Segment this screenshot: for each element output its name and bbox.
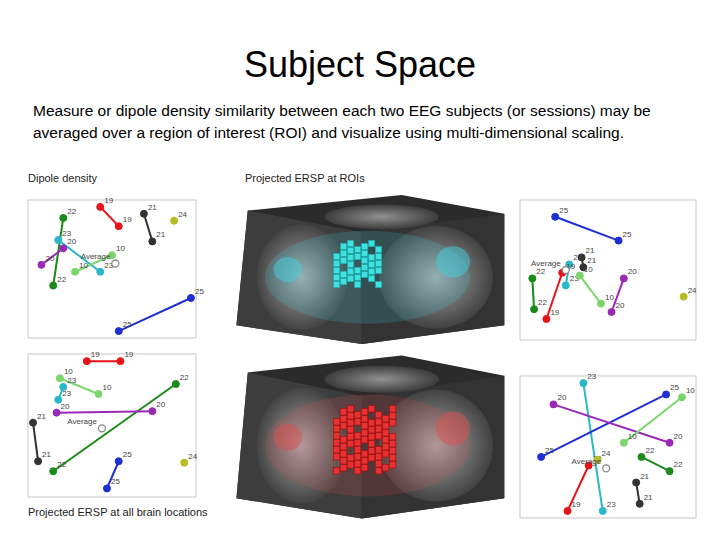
svg-text:20: 20	[674, 432, 683, 441]
svg-text:19: 19	[124, 350, 133, 359]
svg-text:23: 23	[569, 274, 579, 284]
svg-text:22: 22	[674, 460, 683, 469]
svg-text:10: 10	[628, 432, 637, 441]
svg-text:22: 22	[180, 373, 189, 382]
svg-text:20: 20	[61, 402, 70, 411]
svg-text:23: 23	[67, 376, 76, 385]
svg-text:10: 10	[79, 261, 88, 270]
html-text:Subject Space: Subject Space	[243, 44, 477, 85]
svg-text:10: 10	[103, 383, 112, 392]
svg-text:25: 25	[123, 450, 132, 459]
svg-text:24: 24	[178, 210, 187, 219]
svg-text:19: 19	[550, 308, 559, 317]
svg-text:20: 20	[628, 267, 637, 276]
svg-text:10: 10	[63, 367, 73, 377]
svg-text:10: 10	[686, 386, 695, 395]
svg-text:25: 25	[623, 230, 632, 239]
svg-text:19: 19	[91, 350, 100, 359]
svg-text:25: 25	[545, 446, 554, 455]
svg-text:23: 23	[607, 500, 616, 509]
svg-text:22: 22	[67, 207, 76, 216]
svg-text:25: 25	[670, 383, 679, 392]
svg-text:22: 22	[538, 298, 547, 307]
svg-text:21: 21	[644, 493, 653, 502]
svg-text:23: 23	[587, 372, 596, 381]
svg-text:10: 10	[584, 265, 593, 274]
html-text:Projected ERSP at all brain lo: Projected ERSP at all brain locations	[28, 506, 208, 518]
svg-text:21: 21	[37, 412, 46, 421]
svg-text:21: 21	[148, 203, 157, 212]
svg-text:25: 25	[123, 320, 132, 329]
svg-text:21: 21	[587, 256, 597, 266]
svg-text:20: 20	[616, 301, 625, 310]
svg-text:25: 25	[195, 287, 204, 296]
svg-text:23: 23	[62, 229, 72, 238]
svg-text:Average: Average	[572, 457, 602, 466]
svg-text:22: 22	[536, 267, 545, 276]
svg-text:20: 20	[67, 237, 76, 246]
svg-text:25: 25	[111, 477, 120, 486]
html-text:Projected ERSP at ROIs: Projected ERSP at ROIs	[245, 172, 365, 184]
svg-text:22: 22	[57, 460, 66, 469]
svg-text:20: 20	[156, 400, 165, 409]
svg-text:20: 20	[557, 393, 566, 402]
svg-text:19: 19	[123, 215, 132, 224]
svg-text:24: 24	[601, 449, 610, 458]
svg-text:Average: Average	[67, 417, 97, 426]
svg-text:19: 19	[572, 500, 581, 509]
svg-text:19: 19	[566, 261, 576, 271]
svg-text:25: 25	[559, 206, 568, 215]
svg-text:23: 23	[62, 389, 71, 398]
svg-text:21: 21	[42, 450, 51, 459]
svg-text:20: 20	[45, 254, 54, 263]
svg-text:24: 24	[688, 286, 697, 295]
svg-text:21: 21	[156, 230, 165, 239]
svg-text:22: 22	[57, 275, 66, 284]
svg-text:22: 22	[645, 446, 654, 455]
svg-text:23: 23	[104, 260, 114, 270]
svg-text:24: 24	[188, 452, 197, 461]
html-text:Dipole density: Dipole density	[28, 172, 98, 184]
svg-text:Average: Average	[81, 252, 111, 261]
svg-text:23: 23	[573, 253, 583, 263]
svg-text:10: 10	[116, 244, 125, 253]
svg-text:19: 19	[104, 196, 113, 205]
svg-text:21: 21	[586, 246, 595, 255]
svg-text:21: 21	[640, 472, 649, 481]
svg-text:Average: Average	[531, 259, 561, 268]
svg-text:10: 10	[605, 293, 614, 302]
html-text:Measure or dipole density simi: Measure or dipole density similarity bet…	[33, 102, 651, 141]
